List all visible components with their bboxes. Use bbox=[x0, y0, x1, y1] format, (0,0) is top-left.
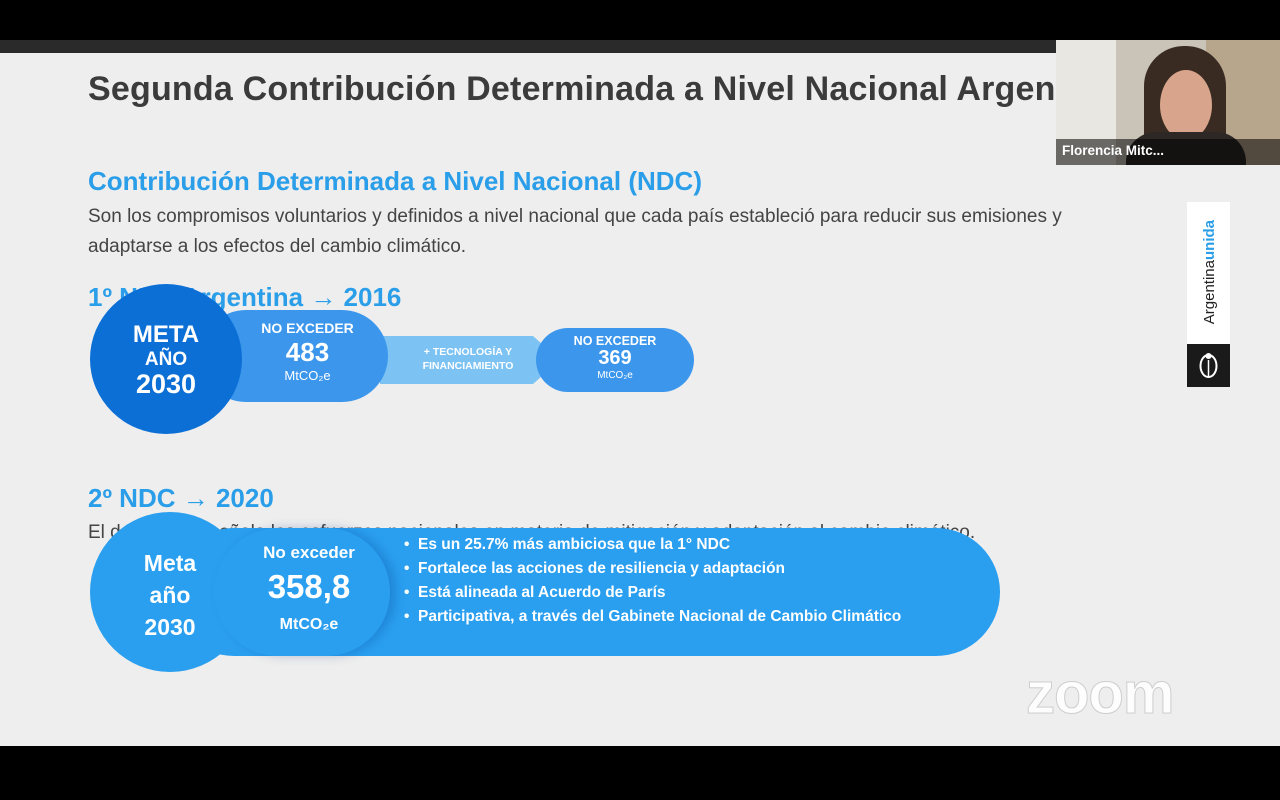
participant-video-tile[interactable]: Florencia Mitc... bbox=[1056, 40, 1280, 165]
meta-year: 2030 bbox=[135, 369, 197, 399]
second-limit-value: 358,8 bbox=[267, 568, 351, 605]
second-ndc-limit-pill: No exceder 358,8 MtCO₂e bbox=[214, 528, 390, 656]
bullet-item: Fortalece las acciones de resiliencia y … bbox=[404, 557, 930, 581]
participant-name-bar: Florencia Mitc... bbox=[1056, 139, 1280, 165]
participant-avatar bbox=[1160, 70, 1212, 140]
meta-year-label: AÑO bbox=[144, 349, 188, 370]
condition-text: + TECNOLOGÍA Y FINANCIAMIENTO bbox=[422, 346, 514, 372]
limit-unit: MtCO₂e bbox=[284, 368, 331, 383]
second-limit-label: No exceder bbox=[263, 543, 355, 562]
zoom-watermark: zoom bbox=[1025, 661, 1174, 727]
first-ndc-meta-circle: META AÑO 2030 bbox=[90, 284, 242, 434]
brand-name-part1: Argentina bbox=[1200, 259, 1218, 325]
coat-of-arms-icon bbox=[1187, 344, 1230, 387]
conditional-unit: MtCO₂e bbox=[597, 370, 633, 381]
ndc-heading: Contribución Determinada a Nivel Naciona… bbox=[88, 166, 702, 196]
second-ndc-bullets: Es un 25.7% más ambiciosa que la 1° NDC … bbox=[404, 533, 930, 629]
limit-label: NO EXCEDER bbox=[261, 320, 354, 336]
screen-share-top-bar bbox=[0, 40, 1280, 53]
bullet-item: Es un 25.7% más ambiciosa que la 1° NDC bbox=[404, 533, 930, 557]
first-ndc-conditional-pill: NO EXCEDER 369 MtCO₂e bbox=[536, 328, 694, 392]
brand-name-part2: unida bbox=[1200, 219, 1218, 260]
bullet-item: Participativa, a través del Gabinete Nac… bbox=[404, 605, 930, 629]
limit-value: 483 bbox=[285, 337, 330, 367]
meta-label: META bbox=[132, 321, 200, 348]
participant-name: Florencia Mitc... bbox=[1062, 143, 1165, 158]
slide-title: Segunda Contribución Determinada a Nivel… bbox=[88, 70, 1117, 108]
conditional-value: 369 bbox=[598, 347, 632, 369]
second-meta-text: Meta año 2030 bbox=[143, 550, 197, 640]
brand-box bbox=[1187, 202, 1230, 344]
conditional-label: NO EXCEDER bbox=[573, 334, 657, 348]
ndc-description: Son los compromisos voluntarios y defini… bbox=[88, 206, 1062, 257]
condition-arrow: + TECNOLOGÍA Y FINANCIAMIENTO bbox=[380, 336, 560, 384]
bullet-item: Está alineada al Acuerdo de París bbox=[404, 581, 930, 605]
brand-logo-text: Argentinaunida bbox=[1189, 206, 1229, 338]
second-limit-unit: MtCO₂e bbox=[279, 616, 339, 633]
second-ndc-heading: 2º NDC → 2020 bbox=[88, 483, 274, 513]
